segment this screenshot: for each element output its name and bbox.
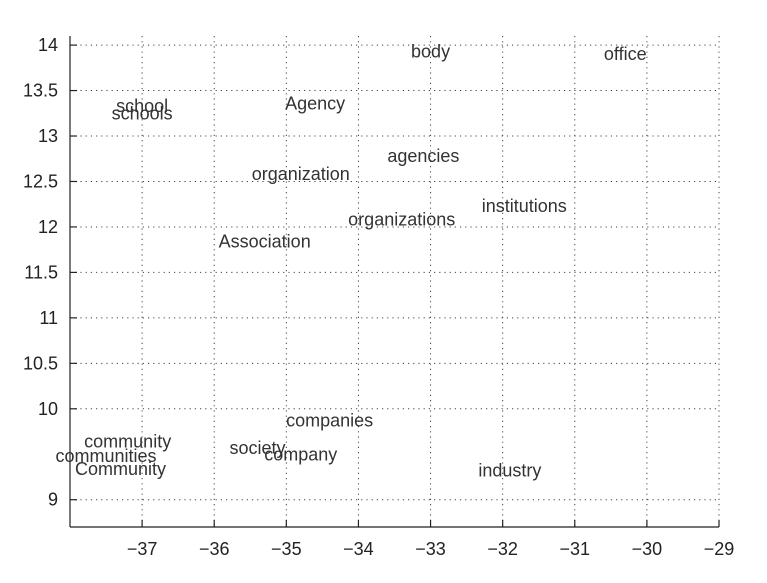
x-tick-label: −29 [704,539,735,559]
axes [69,36,720,528]
point-label: Community [75,459,166,479]
tick-labels: −37 −36 −35 −34 −33 −32 −31 −30 −29 9 10 10.5 11 11.5… [23,35,734,559]
point-label: Association [219,231,311,251]
point-label: communities [56,446,157,466]
point-label: agencies [387,146,459,166]
point-label: industry [478,461,541,481]
grid [70,36,720,527]
y-tick-label: 13 [38,126,58,146]
x-tick-label: −33 [415,539,446,559]
x-tick-label: −34 [343,539,374,559]
point-label: society [229,438,285,458]
x-tick-label: −35 [271,539,302,559]
point-label: community [84,432,171,452]
y-tick-label: 9 [48,490,58,510]
y-tick-label: 11 [39,308,58,328]
x-tick-label: −31 [560,539,591,559]
point-label: Agency [285,93,345,113]
y-tick-label: 13.5 [23,81,58,101]
y-tick-label: 12 [38,217,58,237]
point-label: institutions [482,196,567,216]
point-label: companies [286,411,373,431]
x-tick-label: −37 [127,539,158,559]
y-tick-label: 11.5 [24,262,58,282]
y-tick-label: 14 [38,35,58,55]
y-tick-label: 10 [38,399,58,419]
point-label: company [264,444,337,464]
y-tick-label: 12.5 [23,171,58,191]
x-tick-label: −32 [487,539,518,559]
x-tick-label: −36 [199,539,230,559]
point-label: office [604,44,647,64]
point-label: school [116,96,168,116]
x-tick-label: −30 [632,539,663,559]
y-tick-label: 10.5 [23,353,58,373]
point-label: organization [252,164,350,184]
point-label: organizations [348,210,455,230]
point-label: body [411,41,450,61]
point-label: schools [112,103,173,123]
